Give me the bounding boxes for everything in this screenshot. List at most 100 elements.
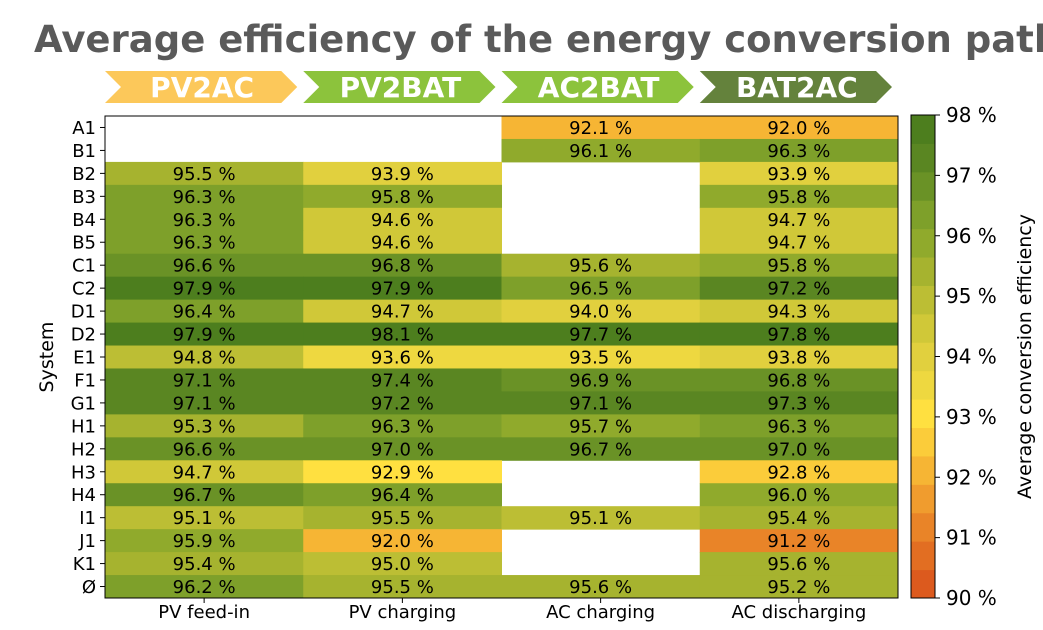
heatmap-cell [699,322,899,347]
heatmap-cell [303,460,502,484]
heatmap-cell [303,552,502,576]
heatmap-cell [105,230,304,255]
cell-value-label: 96.8 % [371,256,434,277]
colorbar-segment [911,541,935,571]
cell-value-label: 91.2 % [767,531,830,552]
colorbar-label: Average conversion efficiency [1014,214,1036,499]
heatmap-cell [501,391,701,415]
cell-value-label: 92.8 % [767,462,830,483]
cell-value-label: 96.3 % [767,141,830,162]
pathway-header-pv2bat [303,71,496,103]
row-label: B5 [72,233,96,254]
row-label: A1 [72,118,96,139]
heatmap-cell [105,506,304,530]
row-label: B4 [72,210,96,231]
cell-value-label: 94.7 % [173,462,236,483]
colorbar-segment [911,342,935,372]
cell-value-label: 95.3 % [173,416,236,437]
row-label: D2 [71,325,96,346]
cell-value-label: 97.0 % [767,439,830,460]
colorbar-segment [911,455,935,485]
cell-value-label: 96.3 % [173,187,236,208]
pathway-header-label: PV2BAT [340,71,462,104]
heatmap-cell [699,345,899,369]
heatmap-cell [699,437,899,461]
cell-value-label: 97.9 % [173,279,236,300]
colorbar-tick-label: 92 % [946,465,997,489]
row-label: D1 [71,302,96,323]
cell-value-label: 95.7 % [569,416,632,437]
heatmap-cell [105,552,304,576]
heatmap-cell [105,345,304,369]
colorbar-segment [911,512,935,542]
cell-value-label: 95.8 % [767,256,830,277]
cell-value-label: 96.6 % [173,439,236,460]
cell-value-label: 95.6 % [569,256,632,277]
colorbar-tick-label: 97 % [946,163,997,187]
heatmap-cell [303,575,502,599]
cell-value-label: 95.6 % [569,577,632,598]
chart-title: Average efficiency of the energy convers… [34,18,1043,61]
heatmap-cell [699,253,899,278]
cell-value-label: 97.1 % [569,393,632,414]
colorbar-tick-label: 94 % [946,345,997,369]
heatmap-cell [105,207,304,232]
row-label: H2 [71,439,96,460]
column-labels: PV feed-in PV charging AC charging AC disch… [158,598,866,623]
row-labels: A1B1B2B3B4B5C1C2D1D2E1F1G1H1H2H3H4I1J1K1… [71,118,105,598]
heatmap-cell [303,437,502,461]
heatmap-cell-labels: 92.1 % 92.0 %96.1 % 96.3 %95.5 % 93.9 % 93.9… [173,118,831,598]
row-label: B2 [72,164,96,185]
colorbar-segment [911,143,935,173]
row-label: B1 [72,141,96,162]
cell-value-label: 95.0 % [371,554,434,575]
heatmap-cell [501,138,701,163]
row-label: F1 [74,370,96,391]
cell-value-label: 92.1 % [569,118,632,139]
row-label: H3 [71,462,96,483]
cell-value-label: 94.7 % [767,210,830,231]
heatmap-cell [303,207,502,232]
cell-value-label: 96.8 % [767,370,830,391]
heatmap-cell [303,506,502,530]
heatmap-cell [501,299,701,324]
cell-value-label: 95.4 % [767,508,830,529]
colorbar-segment [911,200,935,230]
cell-value-label: 96.6 % [173,256,236,277]
cell-value-label: 95.2 % [767,577,830,598]
pathway-header-bat2ac [699,71,892,103]
cell-value-label: 97.7 % [569,325,632,346]
heatmap-cell [699,391,899,415]
heatmap-cell [105,299,304,324]
heatmap-cell [105,184,304,209]
cell-value-label: 97.1 % [173,370,236,391]
cell-value-label: 94.6 % [371,210,434,231]
cell-value-label: 95.9 % [173,531,236,552]
colorbar-tick-label: 93 % [946,405,997,429]
cell-value-label: 95.8 % [371,187,434,208]
colorbar-tick-label: 95 % [946,284,997,308]
heatmap-cell [105,161,304,186]
cell-value-label: 95.6 % [767,554,830,575]
heatmap-cell [105,483,304,507]
cell-value-label: 96.0 % [767,485,830,506]
heatmap-cell [303,230,502,255]
heatmap-cell [303,184,502,209]
heatmap-cell [105,437,304,461]
heatmap-cell [699,116,899,140]
heatmap-cell [303,414,502,438]
heatmap-cells [105,116,899,599]
heatmap-cell [699,483,899,507]
colorbar-segment [911,427,935,457]
heatmap-cell [501,414,701,438]
cell-value-label: 96.4 % [371,485,434,506]
heatmap-cell [105,276,304,301]
heatmap-cell [699,460,899,484]
cell-value-label: 94.7 % [371,302,434,323]
cell-value-label: 97.0 % [371,439,434,460]
column-label: AC charging [546,602,655,623]
heatmap-cell [303,391,502,415]
cell-value-label: 96.4 % [173,302,236,323]
cell-value-label: 93.6 % [371,348,434,369]
cell-value-label: 98.1 % [371,325,434,346]
